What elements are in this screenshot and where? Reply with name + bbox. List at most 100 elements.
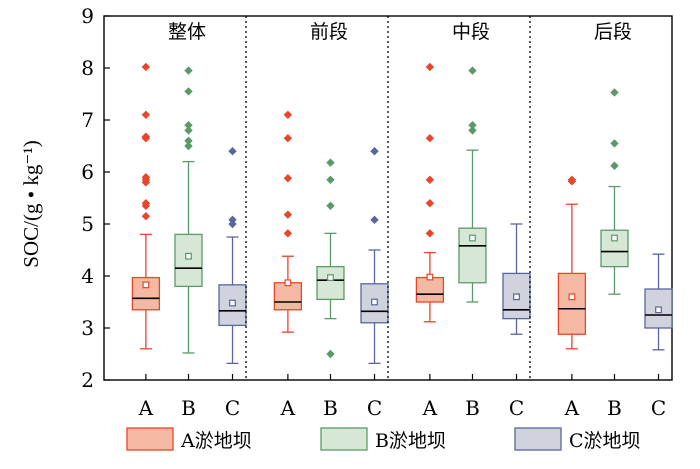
legend-label: B淤地坝 [375,430,446,452]
legend-label: C淤地坝 [569,430,641,452]
panel-title: 整体 [168,21,206,43]
box-C [644,253,673,351]
box-C [360,147,389,365]
outlier-point [141,199,151,208]
outlier-point [468,66,477,75]
panel-3: 中段 [387,16,531,380]
panel-4: 后段 [529,16,673,380]
x-category-label: A [564,396,580,420]
mean-marker [655,306,662,314]
outlier-point [425,199,435,208]
mean-marker [185,252,192,260]
outlier-point [610,139,619,148]
panel-2: 前段 [245,16,389,380]
y-tick-label: 5 [81,212,94,236]
outlier-point [184,87,193,96]
legend-item-C: C淤地坝 [514,427,641,452]
legend-swatch [320,427,368,451]
box-A [557,175,587,350]
y-tick-label: 3 [81,316,94,340]
mean-marker [568,293,576,301]
x-category-label: B [465,396,480,420]
outlier-point [425,62,435,72]
panel-title: 前段 [310,21,348,43]
mean-marker [142,281,150,289]
mean-marker [327,274,334,281]
x-category-label: A [280,396,296,420]
outlier-point [425,134,435,143]
outlier-point [184,136,193,145]
outlier-point [228,147,237,156]
outlier-point [141,110,151,119]
mean-marker [371,298,378,306]
outlier-point [283,174,293,183]
legend-label: A淤地坝 [180,430,252,452]
x-category-label: B [607,396,622,420]
mean-marker [469,234,476,242]
legend-swatch [514,427,562,451]
panel-1: 整体 [131,21,247,365]
outlier-point [141,173,151,182]
outlier-point [184,141,193,151]
box-B [600,88,629,295]
x-category-label: C [651,396,666,420]
box-C [502,223,531,335]
outlier-point [283,229,293,238]
outlier-point [141,212,151,221]
x-category-label: A [422,396,438,420]
panel-title: 中段 [452,21,490,43]
y-axis-label: SOC/(g • kg⁻¹) [19,140,43,267]
box-B [174,66,203,354]
legend-item-A: A淤地坝 [126,427,252,452]
outlier-point [326,201,335,210]
y-tick-label: 7 [81,108,94,132]
box-A [415,62,445,323]
box-iqr [316,265,345,301]
outlier-point [283,134,293,143]
outlier-point [610,161,619,170]
box-iqr [415,276,445,303]
mean-marker [284,279,292,287]
outlier-point [283,210,293,219]
outlier-point [184,126,193,135]
box-iqr [174,233,203,288]
outlier-point [370,215,379,225]
x-category-label: B [323,396,338,420]
outlier-point [184,121,193,130]
y-tick-label: 9 [81,4,94,28]
panels: 整体 前段 中段 后段 [131,16,673,380]
x-category-label: C [225,396,240,420]
box-A [131,62,161,350]
panel-title: 后段 [594,21,632,43]
legend: A淤地坝 B淤地坝 C淤地坝 [126,427,641,452]
box-A [273,110,303,333]
box-iqr [273,282,303,311]
outlier-point [425,229,435,238]
x-category-label: C [367,396,382,420]
x-category-label: A [138,396,154,420]
outlier-point [141,132,151,141]
y-tick-label: 8 [81,56,94,80]
outlier-point [283,110,293,119]
outlier-point [326,158,335,167]
mean-marker [426,273,434,281]
legend-item-B: B淤地坝 [320,427,446,452]
x-category-label: B [181,396,196,420]
mean-marker [229,299,236,307]
x-category-label: C [509,396,524,420]
outlier-point [468,126,477,135]
y-axis: 2 3 4 5 6 7 8 9 [81,4,110,392]
outlier-point [567,175,577,184]
outlier-point [425,175,435,184]
outlier-point [370,147,379,156]
mean-marker [513,293,520,301]
box-iqr [557,272,587,335]
y-tick-label: 6 [81,160,94,184]
legend-swatch [126,427,174,451]
mean-marker [611,234,618,242]
y-tick-label: 4 [81,264,94,288]
box-C [218,147,247,365]
outlier-point [326,175,335,184]
